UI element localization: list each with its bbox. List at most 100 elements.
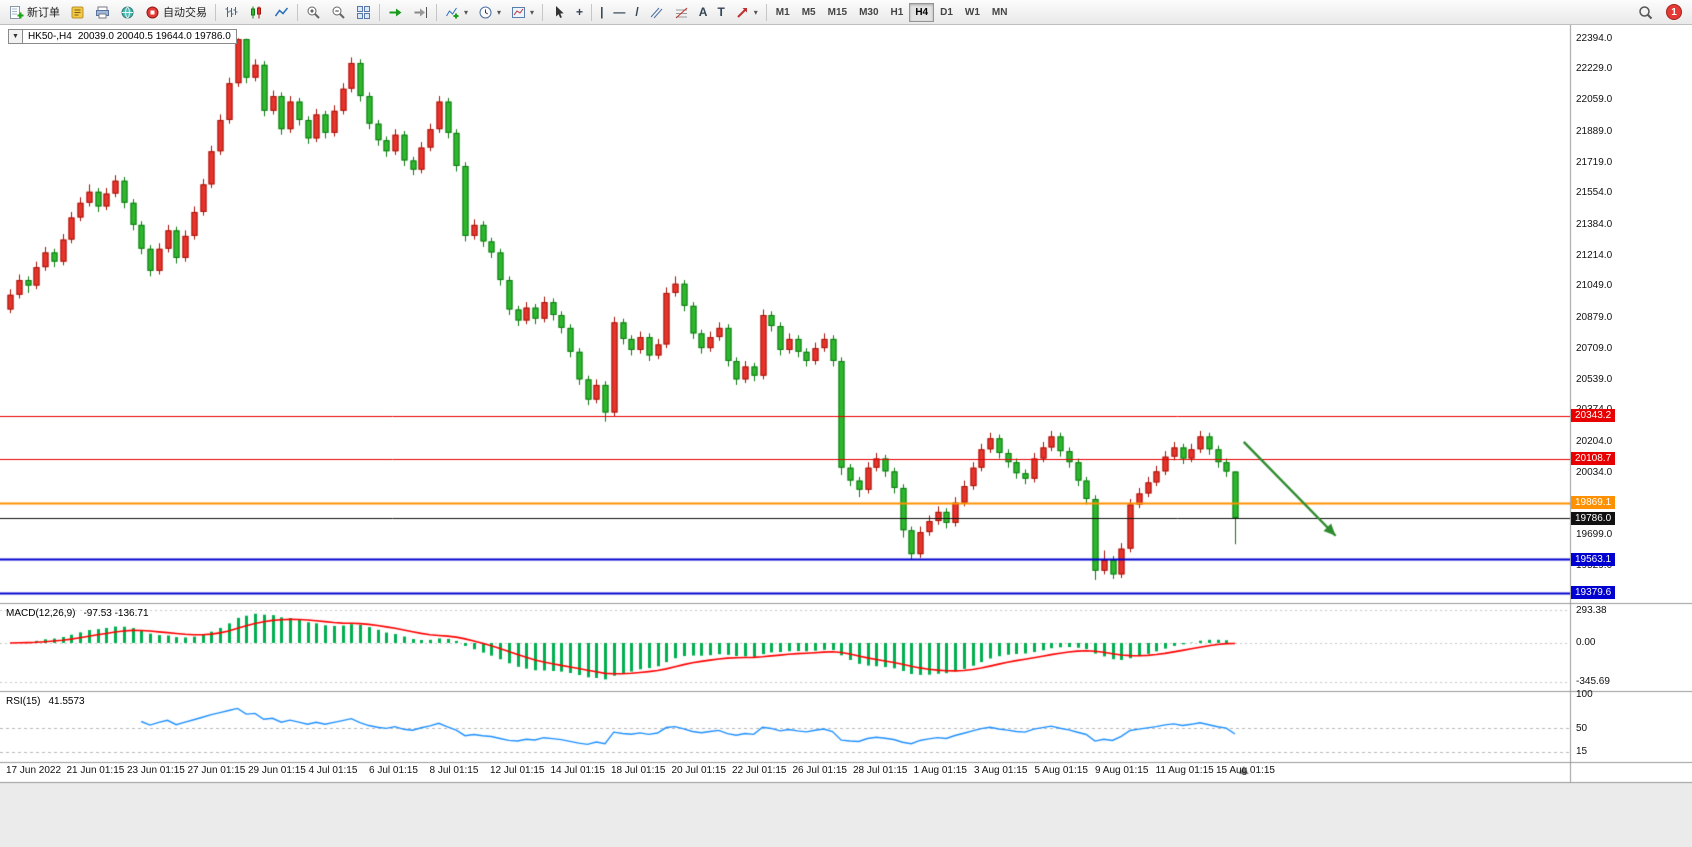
vertical-line-button[interactable]: |	[595, 2, 608, 23]
toolbar-separator	[542, 3, 544, 21]
auto-scroll-button[interactable]	[383, 2, 408, 23]
community-button[interactable]	[115, 2, 140, 23]
timeframe-m5[interactable]: M5	[801, 7, 816, 18]
price-axis-tick: 21214.0	[1576, 249, 1613, 261]
cursor-button[interactable]	[546, 2, 571, 23]
timeframe-d1[interactable]: D1	[940, 7, 953, 18]
globe-icon	[121, 6, 134, 18]
macd-panel-label: MACD(12,26,9) -97.53 -136.71	[6, 608, 149, 619]
price-axis-tick: 21554.0	[1576, 187, 1613, 199]
rsi-panel-label: RSI(15) 41.5573	[6, 696, 85, 707]
search-button[interactable]	[1633, 2, 1658, 23]
tile-windows-icon	[357, 5, 370, 19]
arrows-button[interactable]: ▾	[730, 2, 763, 23]
auto-scroll-icon	[389, 8, 402, 16]
candles-chart-button[interactable]	[244, 2, 269, 23]
macd-values: -97.53 -136.71	[83, 608, 149, 619]
price-axis-tick: 22059.0	[1576, 94, 1613, 106]
templates-button[interactable]: ▾	[506, 2, 539, 23]
new-order-icon	[10, 5, 24, 19]
indicators-icon	[446, 7, 459, 18]
crosshair-button[interactable]: +	[571, 2, 588, 23]
price-axis-tick: 20204.0	[1576, 435, 1613, 447]
current-price-badge: 19786.0	[1571, 511, 1616, 525]
toolbar-separator	[591, 3, 593, 21]
main-toolbar: 新订单 自动交易 ▾ ▾	[0, 0, 1692, 25]
price-axis-tick: 22229.0	[1576, 63, 1613, 75]
price-axis-tick: 20539.0	[1576, 374, 1613, 386]
crosshair-icon: +	[576, 5, 584, 19]
symbol-ohlc-text: HK50-,H4 20039.0 20040.5 19644.0 19786.0	[23, 30, 236, 43]
time-axis-label: 28 Jul 01:15	[853, 765, 908, 776]
line-chart-button[interactable]	[269, 2, 294, 23]
fibonacci-icon	[675, 7, 688, 18]
zoom-out-icon	[332, 6, 345, 19]
time-axis-label: 8 Jul 01:15	[429, 765, 479, 776]
timeframe-w1[interactable]: W1	[964, 7, 980, 18]
collapse-icon[interactable]: ▼	[9, 30, 23, 43]
price-line-badge: 19869.1	[1571, 496, 1616, 510]
text-label-button[interactable]: T	[712, 2, 729, 23]
print-icon	[96, 6, 109, 18]
timeframe-h1[interactable]: H1	[890, 7, 904, 18]
time-axis-label: 9 Aug 01:15	[1095, 765, 1149, 776]
bars-chart-button[interactable]	[219, 2, 244, 23]
vertical-line-icon: |	[600, 5, 604, 19]
periods-button[interactable]: ▾	[473, 2, 506, 23]
price-line-badge: 20343.2	[1571, 409, 1616, 423]
cursor-icon	[556, 5, 564, 18]
new-order-button[interactable]: 新订单	[4, 2, 65, 23]
clock-icon	[479, 6, 492, 18]
timeframe-mn[interactable]: MN	[991, 7, 1008, 18]
price-axis-tick: 21719.0	[1576, 156, 1613, 168]
symbol-name: HK50-,H4	[27, 31, 72, 42]
autotrading-button[interactable]: 自动交易	[140, 2, 212, 23]
price-axis[interactable]: 22394.0 22229.0 22059.0 21889.0 21719.0 21554…	[1570, 25, 1692, 782]
time-axis-label: 11 Aug 01:15	[1155, 765, 1214, 776]
time-axis-label: 29 Jun 01:15	[248, 765, 306, 776]
timeframe-m1[interactable]: M1	[775, 7, 790, 18]
metaeditor-button[interactable]	[65, 2, 90, 23]
notification-badge[interactable]: 1	[1666, 4, 1682, 20]
toolbar-separator	[436, 3, 437, 21]
chart-shift-icon	[414, 6, 427, 18]
window-bottom-area	[0, 783, 1692, 847]
zoom-out-button[interactable]	[326, 2, 351, 23]
dropdown-arrow-icon: ▾	[464, 7, 469, 17]
trendline-button[interactable]: /	[630, 2, 643, 23]
equidistant-channel-button[interactable]	[644, 2, 669, 23]
macd-title: MACD(12,26,9)	[6, 608, 76, 619]
timeframe-m30[interactable]: M30	[859, 7, 879, 18]
fibonacci-button[interactable]	[669, 2, 694, 23]
time-axis-label: 12 Jul 01:15	[490, 765, 545, 776]
price-axis-tick: 19699.0	[1576, 528, 1613, 540]
time-axis-label: 17 Jun 2022	[6, 765, 62, 776]
timeframe-m15[interactable]: M15	[827, 7, 848, 18]
horizontal-line-button[interactable]: —	[608, 2, 630, 23]
chart-shift-button[interactable]	[408, 2, 433, 23]
time-axis-label: 26 Jul 01:15	[792, 765, 848, 776]
macd-axis-tick: -345.69	[1576, 676, 1610, 688]
zoom-in-button[interactable]	[301, 2, 326, 23]
text-button[interactable]: A	[694, 2, 713, 23]
timeframe-h4[interactable]: H4	[909, 3, 935, 22]
time-axis[interactable]: 17 Jun 2022 21 Jun 01:15 23 Jun 01:15 27 Ju…	[0, 762, 1570, 782]
search-icon	[1639, 5, 1653, 19]
price-line-badge: 20108.7	[1571, 452, 1616, 466]
indicators-button[interactable]: ▾	[440, 2, 473, 23]
macd-axis-tick: 293.38	[1576, 604, 1607, 616]
symbol-info-box[interactable]: ▼ HK50-,H4 20039.0 20040.5 19644.0 19786…	[8, 29, 237, 44]
time-axis-label: 20 Jul 01:15	[671, 765, 727, 776]
toolbar-separator	[297, 3, 298, 21]
time-axis-label: 5 Aug 01:15	[1034, 765, 1088, 776]
tile-windows-button[interactable]	[351, 2, 376, 23]
zoom-in-icon	[307, 6, 320, 19]
chart-canvas[interactable]	[0, 25, 1692, 847]
horizontal-line-icon: —	[613, 5, 626, 19]
bars-chart-icon	[225, 6, 238, 17]
print-button[interactable]	[90, 2, 115, 23]
time-axis-label: 18 Jul 01:15	[611, 765, 666, 776]
line-chart-icon	[274, 7, 289, 16]
price-axis-tick: 21049.0	[1576, 280, 1613, 292]
timeframe-toolbar: M1 M5 M15 M30 H1 H4 D1 W1 MN	[770, 2, 1014, 22]
